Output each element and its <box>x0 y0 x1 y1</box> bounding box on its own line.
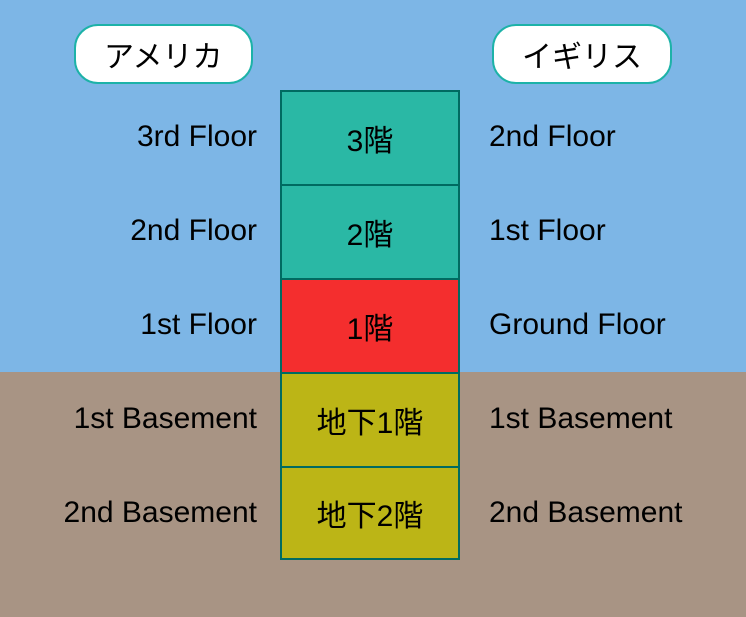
header-america: アメリカ <box>74 24 253 84</box>
header-uk: イギリス <box>492 24 672 84</box>
uk-floor-label: 2nd Floor <box>489 90 746 184</box>
us-floor-label: 2nd Floor <box>0 184 257 278</box>
us-floor-label: 3rd Floor <box>0 90 257 184</box>
us-floor-label: 1st Floor <box>0 278 257 372</box>
column-us: 3rd Floor 2nd Floor 1st Floor 1st Baseme… <box>0 90 265 560</box>
uk-floor-label: Ground Floor <box>489 278 746 372</box>
uk-floor-label: 1st Floor <box>489 184 746 278</box>
uk-floor-label: 1st Basement <box>489 372 746 466</box>
uk-floor-label: 2nd Basement <box>489 466 746 560</box>
jp-floor-cell: 1階 <box>280 278 460 372</box>
column-jp-building: 3階 2階 1階 地下1階 地下2階 <box>280 90 460 560</box>
jp-floor-cell: 3階 <box>280 90 460 184</box>
jp-floor-cell: 2階 <box>280 184 460 278</box>
jp-floor-cell: 地下2階 <box>280 466 460 560</box>
jp-floor-cell: 地下1階 <box>280 372 460 466</box>
column-uk: 2nd Floor 1st Floor Ground Floor 1st Bas… <box>481 90 746 560</box>
us-floor-label: 2nd Basement <box>0 466 257 560</box>
us-floor-label: 1st Basement <box>0 372 257 466</box>
